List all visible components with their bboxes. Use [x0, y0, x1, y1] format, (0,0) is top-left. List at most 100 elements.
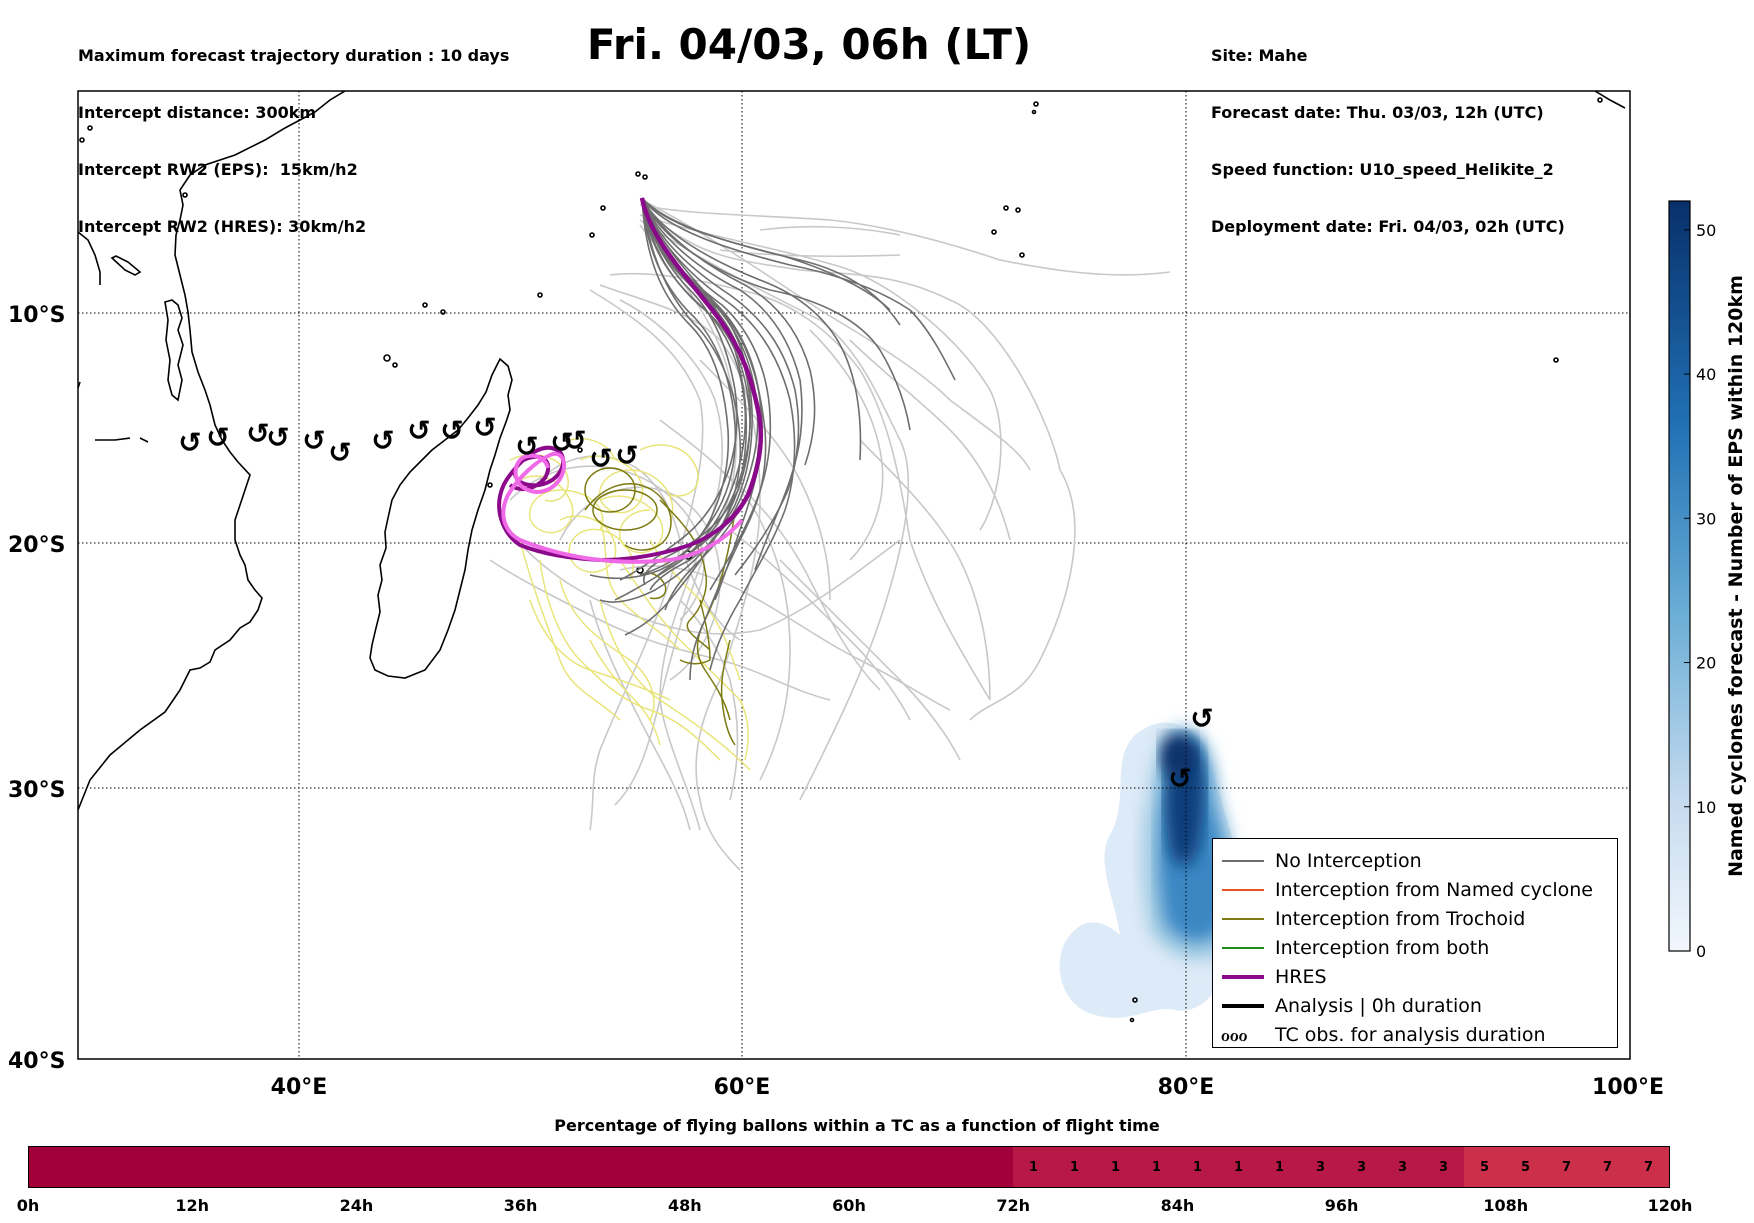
colorbar-tick-label: 30	[1696, 509, 1716, 528]
lon-label: 80°E	[1158, 1075, 1215, 1100]
header-right-line: Forecast date: Thu. 03/03, 12h (UTC)	[1211, 103, 1544, 122]
header-right: Site: Mahe Forecast date: Thu. 03/03, 12…	[1211, 8, 1565, 255]
percentage-cell	[234, 1147, 275, 1187]
header-right-line: Speed function: U10_speed_Helikite_2	[1211, 160, 1554, 179]
tc-obs-marker: ↺	[615, 439, 638, 472]
percentage-cell	[316, 1147, 357, 1187]
map-title: Fri. 04/03, 06h (LT)	[586, 20, 1032, 69]
percentage-cell	[398, 1147, 439, 1187]
legend-item: Interception from Trochoid	[1213, 906, 1617, 932]
percentage-tick-label: 12h	[175, 1196, 210, 1215]
percentage-tick-label: 120h	[1647, 1196, 1693, 1215]
percentage-cell: 1	[1095, 1147, 1136, 1187]
percentage-cell: 1	[1136, 1147, 1177, 1187]
colorbar-tick-label: 40	[1696, 365, 1716, 384]
legend-label: Interception from both	[1275, 937, 1490, 959]
legend: No Interception Interception from Named c…	[1212, 838, 1618, 1048]
percentage-tick-label: 108h	[1483, 1196, 1529, 1215]
tc-obs-marker: ↺	[407, 414, 430, 447]
header-right-line: Site: Mahe	[1211, 46, 1308, 65]
percentage-cell: 3	[1341, 1147, 1382, 1187]
percentage-cell	[521, 1147, 562, 1187]
colorbar-ticks: 0 10 20 30 40 50	[1684, 221, 1716, 961]
percentage-cell	[890, 1147, 931, 1187]
percentage-cell: 3	[1382, 1147, 1423, 1187]
percentage-tick-label: 96h	[1324, 1196, 1359, 1215]
tc-obs-marker: ↺	[328, 436, 351, 469]
tc-obs-marker: ↺	[246, 417, 269, 450]
percentage-tick-label: 72h	[996, 1196, 1031, 1215]
percentage-cell	[152, 1147, 193, 1187]
percentage-cell	[685, 1147, 726, 1187]
hres-trajectory-tail	[501, 451, 744, 564]
legend-swatch	[1222, 918, 1264, 920]
legend-label: No Interception	[1275, 850, 1422, 872]
tc-obs-marker: ↺	[371, 424, 394, 457]
legend-swatch	[1222, 947, 1264, 949]
percentage-cell: 3	[1300, 1147, 1341, 1187]
colorbar-tick-label: 0	[1696, 942, 1706, 961]
percentage-tick-label: 36h	[503, 1196, 538, 1215]
header-left-line: Intercept RW2 (EPS): 15km/h2	[78, 160, 358, 179]
percentage-cell: 1	[1013, 1147, 1054, 1187]
tc-obs-marker: ↺	[473, 411, 496, 444]
legend-swatch	[1222, 975, 1264, 979]
legend-label: Interception from Trochoid	[1275, 908, 1526, 930]
percentage-cell: 5	[1464, 1147, 1505, 1187]
percentage-cell	[193, 1147, 234, 1187]
colorbar-title: Named cyclones forecast - Number of EPS …	[1725, 275, 1747, 877]
hres-trajectory	[639, 197, 764, 525]
header-right-line: Deployment date: Fri. 04/03, 02h (UTC)	[1211, 217, 1565, 236]
percentage-cell	[357, 1147, 398, 1187]
percentage-cell	[808, 1147, 849, 1187]
percentage-cell	[603, 1147, 644, 1187]
percentage-tick-label: 60h	[832, 1196, 866, 1215]
percentage-cell	[849, 1147, 890, 1187]
legend-item: Interception from Named cyclone	[1213, 877, 1617, 903]
percentage-cell: 1	[1218, 1147, 1259, 1187]
percentage-bar-title: Percentage of flying ballons within a TC…	[554, 1116, 1160, 1135]
percentage-tick-label: 48h	[667, 1196, 702, 1215]
colorbar-tick-label: 10	[1696, 798, 1716, 817]
tc-obs-marker: ↺	[206, 421, 229, 454]
tc-obs-marker: ↺	[515, 430, 538, 463]
legend-item: Analysis | 0h duration	[1213, 993, 1617, 1019]
legend-item: ℴℴℴ TC obs. for analysis duration	[1213, 1022, 1617, 1048]
percentage-cell: 1	[1177, 1147, 1218, 1187]
legend-label: Analysis | 0h duration	[1275, 995, 1482, 1017]
tc-observations: ↺ ↺ ↺↺ ↺ ↺ ↺ ↺ ↺ ↺↺ ↺↺↺ ↺↺↺	[178, 411, 1213, 795]
lon-label: 60°E	[714, 1075, 771, 1100]
tc-obs-marker: ↺	[178, 426, 201, 459]
percentage-cell: 5	[1505, 1147, 1546, 1187]
percentage-cell	[726, 1147, 767, 1187]
legend-label: TC obs. for analysis duration	[1275, 1024, 1546, 1046]
colorbar-tick-label: 50	[1696, 221, 1716, 240]
percentage-cell	[480, 1147, 521, 1187]
lon-label: 100°E	[1592, 1075, 1664, 1100]
percentage-cell: 7	[1546, 1147, 1587, 1187]
lat-label: 10°S	[8, 303, 65, 328]
lon-label: 40°E	[271, 1075, 328, 1100]
tc-obs-marker: ↺	[266, 421, 289, 454]
percentage-cell	[111, 1147, 152, 1187]
lat-label: 40°S	[8, 1049, 65, 1074]
percentage-cell	[931, 1147, 972, 1187]
percentage-cell	[562, 1147, 603, 1187]
percentage-cell	[972, 1147, 1013, 1187]
tc-obs-marker: ↺	[1168, 762, 1191, 795]
lat-label: 30°S	[8, 778, 65, 803]
header-left-line: Intercept distance: 300km	[78, 103, 317, 122]
percentage-tick-label: 84h	[1160, 1196, 1195, 1215]
header-left: Maximum forecast trajectory duration : 1…	[78, 8, 509, 255]
tc-obs-marker: ↺	[563, 424, 586, 457]
percentage-cell	[767, 1147, 808, 1187]
percentage-cell	[644, 1147, 685, 1187]
eps-trajectories-faint	[489, 199, 1171, 871]
percentage-cell: 7	[1628, 1147, 1669, 1187]
tc-obs-legend-icon: ℴℴℴ	[1221, 1024, 1248, 1046]
legend-item: Interception from both	[1213, 935, 1617, 961]
tc-obs-marker: ↺	[302, 424, 325, 457]
percentage-cell	[275, 1147, 316, 1187]
